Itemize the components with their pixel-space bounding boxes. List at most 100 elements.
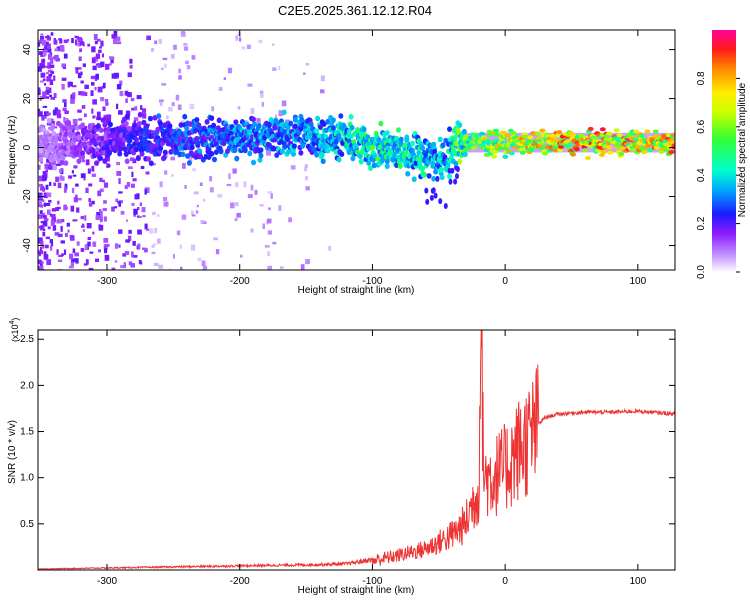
spectrogram-noise-cell [44, 36, 49, 39]
snr-x-tick-label: -200 [230, 576, 250, 587]
spectrogram-noise-cell [140, 105, 143, 110]
spectrogram-cell [595, 148, 602, 153]
spectrogram-noise-cell [38, 252, 41, 257]
spectrogram-noise-cell [72, 219, 78, 222]
spectrogram-noise-cell [114, 243, 119, 249]
spectrogram-noise-cell [91, 108, 94, 114]
spectrogram-noise-cell [211, 106, 215, 112]
spectrogram-noise-cell [100, 96, 105, 102]
spectrogram-noise-cell [82, 229, 86, 232]
spectrogram-noise-cell [131, 251, 134, 258]
spectrogram-noise-cell [54, 54, 59, 61]
spectrogram-noise-cell [44, 115, 47, 119]
spectrogram-cell [218, 148, 224, 155]
spectrogram-noise-cell [42, 212, 46, 218]
spectrogram-noise-cell [55, 109, 61, 116]
spectrogram-cell [450, 167, 455, 174]
spectrogram-noise-cell [96, 38, 101, 42]
spectrogram-cell [189, 144, 195, 151]
spectrogram-noise-cell [304, 166, 307, 172]
spectrogram-cell [258, 147, 264, 153]
spectrogram-noise-cell [267, 230, 272, 235]
spectrogram-noise-cell [111, 73, 117, 79]
spectrogram-noise-cell [56, 113, 62, 119]
spectrogram-noise-cell [40, 35, 44, 40]
spectrogram-cell [98, 127, 104, 133]
spectrogram-noise-cell [304, 164, 308, 169]
spectrogram-noise-cell [111, 34, 117, 39]
spectrogram-noise-cell [38, 51, 43, 55]
spectrogram-cell [251, 121, 257, 128]
spectrogram-noise-cell [247, 194, 253, 199]
spectrogram-cell [212, 156, 218, 163]
spectrogram-noise-cell [180, 120, 185, 125]
spectrogram-noise-cell [79, 139, 82, 144]
spectrogram-cell [348, 113, 354, 120]
spectrogram-noise-cell [60, 240, 65, 244]
spectrogram-noise-cell [172, 254, 175, 259]
spectrogram-noise-cell [47, 62, 52, 69]
spectrogram-noise-cell [50, 97, 56, 100]
spectrogram-noise-cell [38, 175, 43, 182]
spectrogram-cell [452, 135, 458, 141]
snr-multiplier: (x104) [9, 318, 20, 342]
spectrogram-noise-cell [84, 244, 88, 251]
spectrogram-noise-cell [188, 127, 192, 132]
spectrogram-noise-cell [136, 193, 140, 200]
spectrogram-noise-cell [120, 210, 125, 215]
spectrogram-noise-cell [58, 254, 63, 257]
spectrogram-cell [647, 148, 654, 153]
spectrogram-noise-cell [218, 87, 223, 91]
spectrogram-noise-cell [43, 254, 49, 260]
spectrogram-noise-cell [45, 86, 50, 92]
spectrogram-noise-cell [278, 65, 281, 71]
spectrogram-noise-cell [48, 199, 52, 203]
spectrogram-cell [167, 123, 173, 129]
spectrogram-cell [633, 129, 640, 134]
spectrogram-noise-cell [193, 191, 199, 195]
spectrogram-cell [502, 154, 509, 159]
spectrogram-cell [661, 133, 668, 138]
spectrogram-noise-cell [39, 265, 44, 270]
spectrogram-cell [397, 163, 403, 170]
spectrogram-cell [426, 173, 432, 179]
spectrogram-noise-cell [96, 111, 101, 118]
spectrogram-cell [431, 176, 437, 182]
spectrogram-y-tick-label: 0 [22, 144, 33, 150]
spectrogram-cell [453, 178, 458, 185]
spectrogram-x-tick-label: 0 [502, 276, 508, 287]
spectrogram-noise-cell [196, 204, 199, 208]
spectrogram-noise-cell [132, 178, 137, 182]
spectrogram-noise-cell [47, 48, 52, 53]
spectrogram-noise-cell [259, 90, 264, 94]
spectrogram-noise-cell [279, 266, 284, 269]
spectrogram-noise-cell [118, 191, 123, 194]
spectrogram-noise-cell [92, 241, 97, 247]
spectrogram-noise-cell [166, 115, 169, 119]
spectrogram-cell [141, 119, 147, 126]
spectrogram-noise-cell [161, 83, 167, 86]
spectrogram-noise-cell [99, 188, 104, 193]
spectrogram-noise-cell [272, 241, 277, 245]
spectrogram-noise-cell [40, 221, 45, 224]
spectrogram-noise-cell [43, 82, 47, 86]
spectrogram-cell [338, 113, 344, 119]
spectrogram-noise-cell [57, 259, 63, 263]
spectrogram-noise-cell [40, 65, 45, 69]
spectrogram-cell [122, 146, 128, 153]
spectrogram-cell [63, 160, 69, 166]
spectrogram-noise-cell [80, 248, 85, 252]
spectrogram-noise-cell [103, 200, 107, 204]
spectrogram-noise-cell [151, 211, 157, 216]
spectrogram-noise-cell [127, 72, 132, 78]
spectrogram-cell [94, 160, 100, 166]
spectrogram-noise-cell [38, 164, 41, 170]
spectrogram-noise-cell [178, 75, 182, 80]
spectrogram-cell [435, 175, 440, 182]
spectrogram-cell [508, 151, 515, 156]
spectrogram-noise-cell [47, 43, 51, 49]
spectrogram-noise-cell [181, 214, 187, 220]
spectrogram-noise-cell [113, 206, 118, 209]
spectrogram-cell [78, 124, 84, 130]
spectrogram-noise-cell [129, 64, 133, 69]
